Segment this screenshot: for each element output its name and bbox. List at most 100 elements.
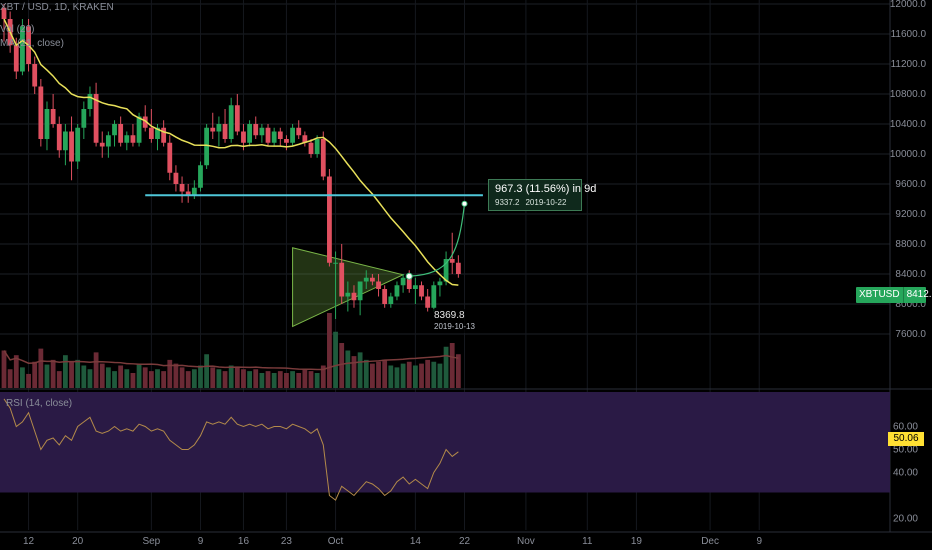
time-tick-label: Oct bbox=[328, 536, 344, 547]
candle-body bbox=[198, 165, 203, 188]
projection-start-marker[interactable] bbox=[405, 272, 413, 280]
volume-bar bbox=[406, 361, 412, 388]
time-tick-label: 9 bbox=[198, 536, 204, 547]
candle-body bbox=[314, 139, 320, 154]
candle-body bbox=[20, 26, 25, 72]
time-tick-label: Nov bbox=[517, 536, 535, 547]
volume-bar bbox=[412, 365, 418, 388]
measure-target-date: 2019-10-22 bbox=[525, 198, 567, 207]
price-tick-label: 9600.0 bbox=[895, 179, 926, 190]
measure-label[interactable]: 967.3 (11.56%) in 9d 9337.2 2019-10-22 bbox=[488, 179, 596, 211]
rsi-tick-label: 20.00 bbox=[893, 514, 918, 525]
volume-bar bbox=[130, 373, 136, 388]
ma-legend[interactable]: MA (21, close) bbox=[0, 38, 64, 49]
time-tick-label: 19 bbox=[631, 536, 643, 547]
candle-body bbox=[437, 281, 443, 286]
candle-body bbox=[425, 296, 431, 308]
rsi-axis[interactable]: 60.00 50.00 40.00 20.00 bbox=[893, 422, 918, 525]
start-point-label[interactable]: 8369.8 2019-10-13 bbox=[430, 309, 484, 333]
volume-bar bbox=[191, 369, 197, 388]
rsi-tick-label: 60.00 bbox=[893, 422, 918, 433]
candle-body bbox=[142, 116, 148, 128]
volume-ma-line bbox=[3, 350, 459, 371]
candle-body bbox=[302, 135, 308, 143]
candle-body bbox=[179, 184, 185, 192]
time-tick-label: 14 bbox=[410, 536, 422, 547]
candle-body bbox=[406, 277, 412, 289]
price-tick-label: 8400.0 bbox=[895, 269, 926, 280]
candle-body bbox=[130, 135, 136, 143]
volume-bar bbox=[370, 363, 375, 388]
candle-body bbox=[290, 127, 295, 143]
candle-body bbox=[363, 277, 369, 282]
volume-bar bbox=[376, 361, 381, 388]
candle-body bbox=[87, 94, 93, 109]
candle-body bbox=[265, 127, 271, 143]
time-tick-label: Sep bbox=[142, 536, 160, 547]
volume-bar bbox=[173, 363, 179, 388]
volume-bar bbox=[142, 367, 148, 388]
price-tick-label: 11200.0 bbox=[891, 59, 927, 70]
candle-body bbox=[419, 285, 424, 297]
volume-bar bbox=[363, 359, 369, 388]
measure-headline: 967.3 (11.56%) in 9d bbox=[495, 183, 597, 195]
volume-bar bbox=[382, 359, 388, 388]
rsi-legend[interactable]: RSI (14, close) bbox=[6, 398, 73, 409]
projection-curve[interactable] bbox=[409, 203, 466, 277]
candle-body bbox=[32, 64, 38, 87]
time-tick-label: 11 bbox=[582, 536, 593, 547]
volume-bar bbox=[308, 371, 314, 388]
candle-body bbox=[155, 127, 160, 139]
volume-bar bbox=[185, 371, 191, 388]
volume-bar bbox=[234, 367, 240, 388]
time-axis[interactable]: 12 20 Sep 9 16 23 Oct 14 22 Nov 11 19 Dec 9 bbox=[23, 536, 762, 547]
volume-bar bbox=[155, 369, 160, 388]
price-tick-label: 12000.0 bbox=[890, 0, 927, 10]
candle-body bbox=[370, 277, 375, 282]
rsi-value-tag: 50.06 bbox=[888, 432, 924, 446]
volume-bar bbox=[20, 367, 25, 388]
candle-body bbox=[13, 45, 19, 72]
volume-bar bbox=[56, 371, 62, 388]
volume-bar bbox=[265, 371, 271, 388]
candle-body bbox=[161, 127, 167, 143]
candle-body bbox=[234, 105, 240, 132]
time-tick-label: 23 bbox=[281, 536, 293, 547]
candle-body bbox=[112, 124, 117, 136]
candle-body bbox=[443, 259, 449, 282]
volume-bar bbox=[44, 364, 50, 388]
time-tick-label: 16 bbox=[238, 536, 250, 547]
candles bbox=[1, 4, 461, 319]
time-tick-label: 9 bbox=[756, 536, 762, 547]
candle-body bbox=[357, 281, 363, 301]
volume-bar bbox=[222, 371, 228, 388]
volume-bar bbox=[13, 355, 19, 388]
candle-body bbox=[81, 109, 87, 128]
candle-body bbox=[339, 262, 345, 297]
volume-legend[interactable]: Vol (20) bbox=[0, 24, 35, 35]
volume-bar bbox=[357, 352, 363, 388]
price-tick-label: 7600.0 bbox=[895, 329, 926, 340]
volume-bar bbox=[198, 365, 203, 388]
start-point-date: 2019-10-13 bbox=[434, 322, 475, 331]
candle-body bbox=[394, 285, 400, 297]
candle-body bbox=[148, 127, 154, 139]
volume-bars bbox=[1, 313, 461, 388]
volume-bar bbox=[284, 373, 289, 388]
candle-body bbox=[412, 285, 418, 289]
price-axis[interactable]: 12000.0 11600.0 11200.0 10800.0 10400.0 10000… bbox=[890, 0, 927, 340]
volume-bar bbox=[277, 371, 283, 388]
price-tick-label: 8800.0 bbox=[895, 239, 926, 250]
price-tag-value: 8412.7 bbox=[906, 289, 932, 300]
volume-bar bbox=[210, 367, 216, 388]
candle-body bbox=[308, 142, 314, 154]
volume-bar bbox=[419, 363, 424, 388]
volume-bar bbox=[247, 371, 252, 388]
symbol-legend[interactable]: XBT / USD, 1D, KRAKEN bbox=[0, 2, 114, 13]
projection-end-marker[interactable] bbox=[461, 200, 468, 207]
candle-body bbox=[351, 292, 357, 301]
volume-bar bbox=[339, 343, 345, 388]
volume-bar bbox=[388, 365, 394, 388]
candle-body bbox=[431, 285, 437, 308]
